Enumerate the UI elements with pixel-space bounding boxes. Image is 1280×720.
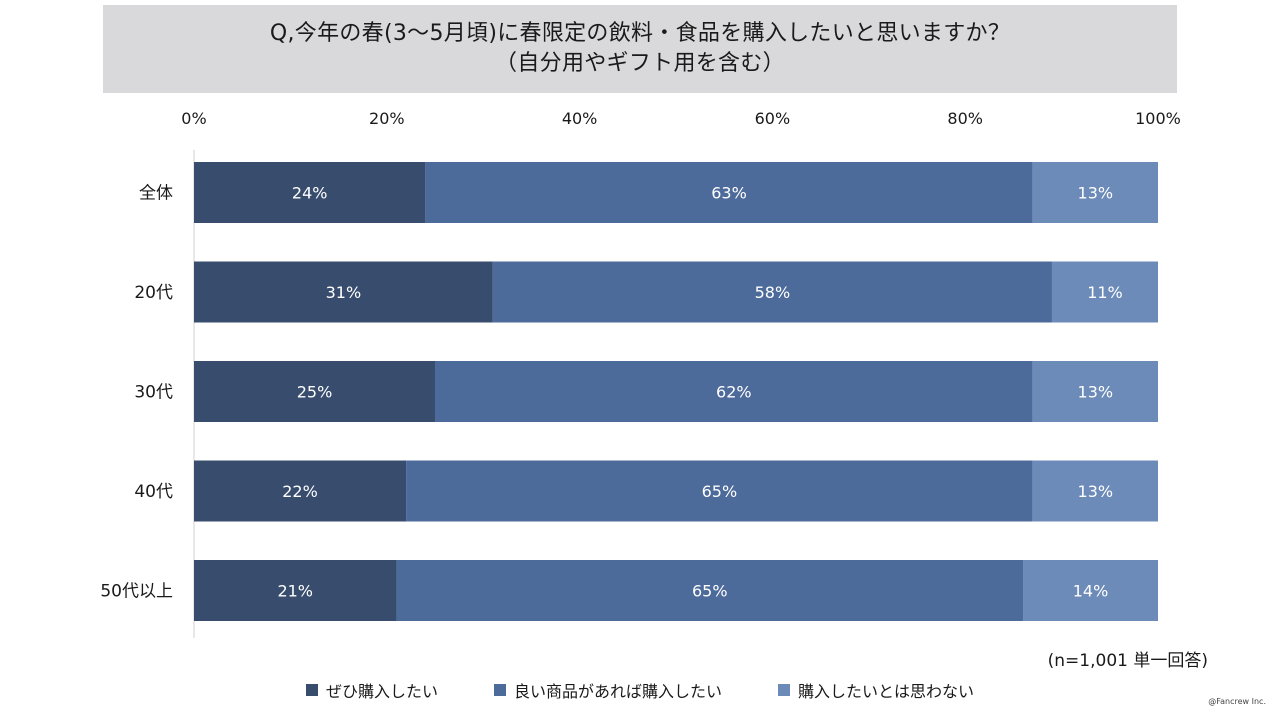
category-label: 20代: [134, 283, 173, 303]
x-tick-label: 0%: [181, 109, 206, 128]
bar-segment: [194, 361, 435, 422]
category-label: 全体: [139, 184, 173, 204]
data-label: 21%: [277, 582, 313, 601]
legend-item-2: 良い商品があれば購入したい: [493, 678, 722, 702]
chart-title-box: Q,今年の春(3～5月頃)に春限定の飲料・食品を購入したいと思いますか？ （自分…: [103, 5, 1177, 93]
data-label: 65%: [692, 582, 728, 601]
bar-segment: [194, 460, 407, 522]
data-label: 63%: [711, 184, 747, 203]
data-label: 14%: [1073, 582, 1109, 601]
bar-segment: [1051, 261, 1158, 323]
bar-segment: [1032, 460, 1158, 522]
legend-swatch-3: [778, 684, 790, 696]
bar-segment: [194, 261, 493, 323]
legend-item-3: 購入したいとは思わない: [778, 678, 974, 702]
chart-title-line-2: （自分用やギフト用を含む）: [495, 51, 785, 76]
x-tick-label: 20%: [369, 109, 405, 128]
legend-item-1: ぜひ購入したい: [305, 678, 438, 702]
data-label: 31%: [326, 283, 362, 302]
data-label: 58%: [755, 283, 791, 302]
x-tick-label: 80%: [947, 109, 983, 128]
copyright-credit: @Fancrew Inc.: [1208, 697, 1266, 706]
sample-size-note: (n=1,001 単一回答): [1047, 651, 1208, 671]
legend-label-2: 良い商品があれば購入したい: [513, 682, 722, 701]
legend-label-1: ぜひ購入したい: [325, 682, 438, 701]
data-label: 13%: [1078, 184, 1114, 203]
data-label: 13%: [1078, 383, 1114, 402]
legend-label-3: 購入したいとは思わない: [798, 682, 975, 701]
x-tick-label: 60%: [755, 109, 791, 128]
legend-swatch-1: [305, 684, 318, 696]
bar-segment: [396, 560, 1024, 621]
bar-segment: [1032, 162, 1158, 223]
data-label: 13%: [1078, 482, 1114, 501]
x-tick-label: 40%: [562, 109, 598, 128]
data-label: 65%: [702, 482, 738, 501]
data-label: 25%: [297, 383, 333, 402]
bar-segment: [492, 261, 1052, 323]
category-label: 30代: [134, 383, 173, 403]
bar-segment: [1023, 560, 1158, 621]
data-label: 62%: [716, 383, 752, 402]
bar-segment: [406, 460, 1033, 522]
bar-segment: [425, 162, 1033, 223]
bar-segment: [435, 361, 1033, 422]
data-label: 22%: [282, 482, 318, 501]
bar-segment: [1032, 361, 1158, 422]
data-label: 24%: [292, 184, 328, 203]
legend-swatch-2: [493, 684, 506, 696]
legend: ぜひ購入したい 良い商品があれば購入したい 購入したいとは思わない: [0, 678, 1280, 702]
category-label: 50代以上: [100, 582, 173, 602]
bar-segment: [194, 162, 426, 223]
category-label: 40代: [134, 482, 173, 502]
bar-segment: [194, 560, 397, 621]
data-label: 11%: [1087, 283, 1123, 302]
chart-title-line-1: Q,今年の春(3～5月頃)に春限定の飲料・食品を購入したいと思いますか？: [269, 21, 1011, 46]
x-tick-label: 100%: [1135, 109, 1181, 128]
